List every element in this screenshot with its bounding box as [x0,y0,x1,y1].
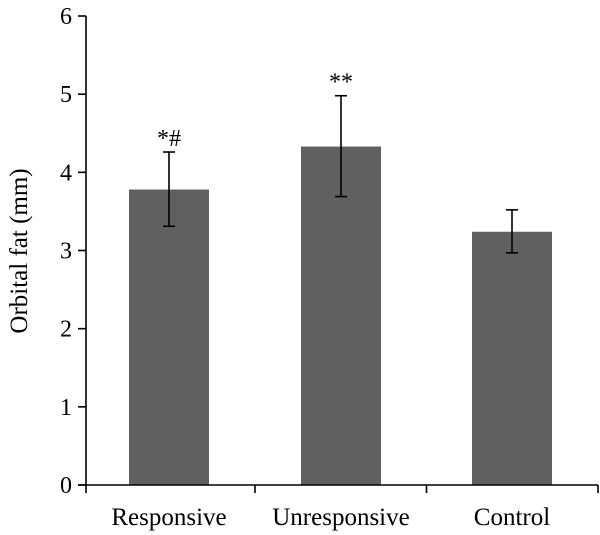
x-tick-label-control: Control [474,504,550,531]
bar-responsive [129,189,209,485]
x-tick-label-responsive: Responsive [111,504,226,531]
y-tick-label-5: 5 [60,82,72,108]
bar-control [472,231,552,485]
y-tick-label-4: 4 [60,160,72,186]
bar-unresponsive [301,146,381,485]
plot-area: *# ** 0 1 2 3 4 5 6 Responsive Unresponsive Control [60,4,599,531]
y-axis-title: Orbital fat (mm) [6,168,33,333]
significance-label-responsive: *# [157,126,181,152]
x-tick-label-unresponsive: Unresponsive [272,504,409,531]
y-tick-label-0: 0 [60,473,72,499]
y-tick-label-6: 6 [60,4,72,30]
y-tick-label-1: 1 [60,395,72,421]
significance-label-unresponsive: ** [329,70,353,96]
y-tick-label-3: 3 [60,239,72,265]
y-tick-label-2: 2 [60,317,72,343]
